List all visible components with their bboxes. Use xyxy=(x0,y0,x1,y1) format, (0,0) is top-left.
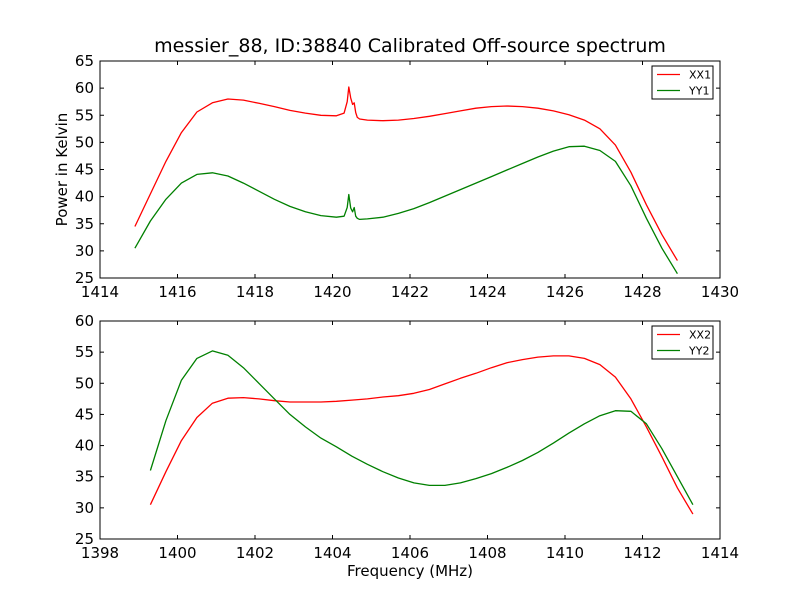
top-plot: 1414 1416 1418 1420 1422 1424 1426 1428 1430 25 30… xyxy=(53,52,739,301)
y-tick-label: 55 xyxy=(75,343,94,361)
bottom-plot: 1398 1400 1402 1404 1406 1408 1410 1412 1414 25 30… xyxy=(75,312,739,580)
y-tick-label: 30 xyxy=(75,499,94,517)
x-tick-label: 1414 xyxy=(81,283,119,301)
y-tick-label: 25 xyxy=(75,269,94,287)
y-tick-label: 25 xyxy=(75,530,94,548)
series-line-yy2 xyxy=(149,350,694,506)
y-tick-label: 60 xyxy=(75,79,94,97)
x-tick-label: 1426 xyxy=(546,283,584,301)
x-tick-label: 1400 xyxy=(158,544,196,562)
x-tick-label: 1430 xyxy=(701,283,739,301)
y-tick-label: 65 xyxy=(75,52,94,70)
y-tick-label: 50 xyxy=(75,374,94,392)
y-tick-label: 30 xyxy=(75,242,94,260)
y-tick-label: 40 xyxy=(75,437,94,455)
y-tick-label: 40 xyxy=(75,188,94,206)
y-tick-label: 35 xyxy=(75,468,94,486)
y-tick-label: 45 xyxy=(75,405,94,423)
series-line-xx1 xyxy=(134,86,678,261)
x-tick-label: 1408 xyxy=(468,544,506,562)
x-tick-label: 1410 xyxy=(546,544,584,562)
y-tick-label: 50 xyxy=(75,133,94,151)
legend-label-xx2: XX2 xyxy=(689,329,711,342)
series-line-xx2 xyxy=(149,355,694,515)
x-tick-label: 1416 xyxy=(158,283,196,301)
series-line-yy1 xyxy=(134,145,678,275)
plot-frame xyxy=(99,60,721,279)
y-tick-label: 55 xyxy=(75,106,94,124)
legend-label-xx1: XX1 xyxy=(689,69,711,82)
legend-label-yy2: YY2 xyxy=(688,345,709,358)
x-tick-label: 1424 xyxy=(468,283,506,301)
plot-frame xyxy=(99,320,721,540)
legend-box xyxy=(651,325,714,360)
x-tick-label: 1414 xyxy=(701,544,739,562)
x-tick-label: 1398 xyxy=(81,544,119,562)
y-tick-label: 60 xyxy=(75,312,94,330)
x-tick-label: 1422 xyxy=(391,283,429,301)
y-axis-label: Power in Kelvin xyxy=(53,113,71,227)
legend-label-yy1: YY1 xyxy=(688,85,709,98)
y-tick-label: 35 xyxy=(75,215,94,233)
y-tick-label: 45 xyxy=(75,161,94,179)
x-axis-label: Frequency (MHz) xyxy=(347,562,473,580)
x-tick-label: 1404 xyxy=(313,544,351,562)
x-tick-label: 1406 xyxy=(391,544,429,562)
chart-title: messier_88, ID:38840 Calibrated Off-sour… xyxy=(154,35,666,57)
x-tick-label: 1412 xyxy=(623,544,661,562)
x-tick-label: 1420 xyxy=(313,283,351,301)
x-tick-label: 1402 xyxy=(236,544,274,562)
x-tick-label: 1418 xyxy=(236,283,274,301)
legend-box xyxy=(651,65,714,100)
x-tick-label: 1428 xyxy=(623,283,661,301)
